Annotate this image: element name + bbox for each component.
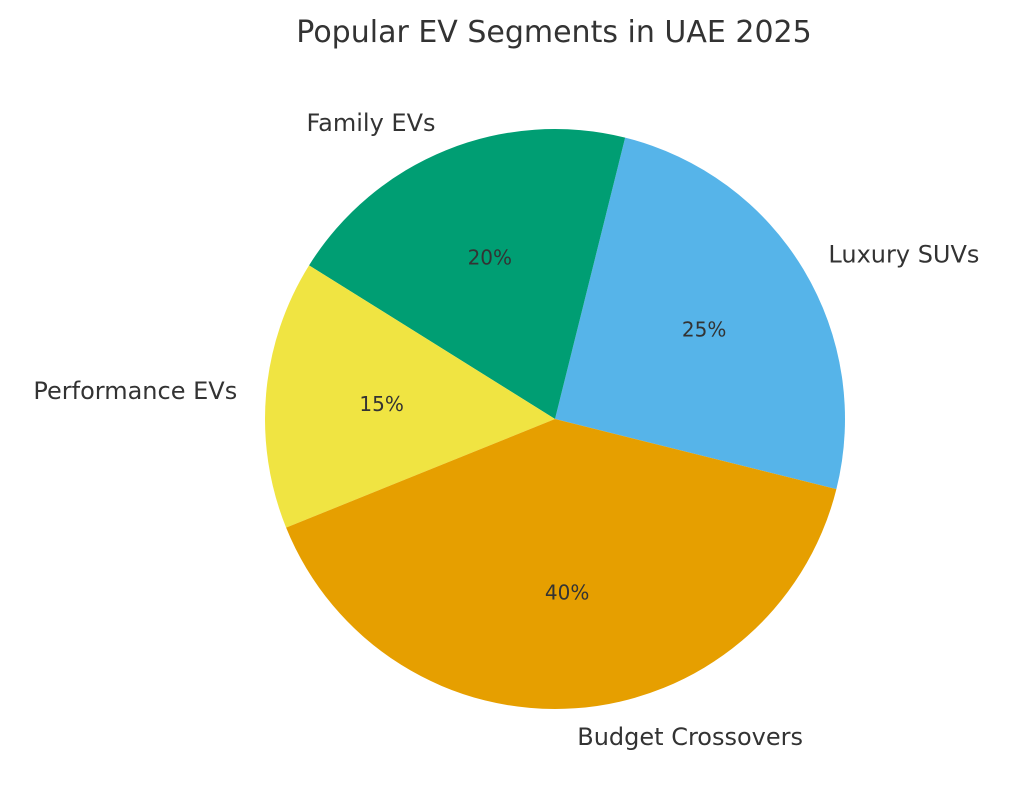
label-family-evs: Family EVs <box>307 109 436 137</box>
pct-budget-crossovers: 40% <box>545 581 589 605</box>
chart-title: Popular EV Segments in UAE 2025 <box>296 15 811 50</box>
pct-luxury-suvs: 25% <box>682 317 726 341</box>
slice-performance-evs <box>265 265 555 528</box>
slice-budget-crossovers <box>286 419 837 709</box>
label-performance-evs: Performance EVs <box>33 377 237 405</box>
pct-performance-evs: 15% <box>359 392 403 416</box>
label-luxury-suvs: Luxury SUVs <box>828 241 979 269</box>
label-budget-crossovers: Budget Crossovers <box>577 723 803 751</box>
slice-luxury-suvs <box>555 137 845 490</box>
pie-slices <box>265 129 845 709</box>
pct-family-evs: 20% <box>468 246 512 270</box>
slice-family-evs <box>309 129 626 419</box>
pie-labels: Luxury SUVs 25% Family EVs 20% Performance E… <box>33 109 979 751</box>
